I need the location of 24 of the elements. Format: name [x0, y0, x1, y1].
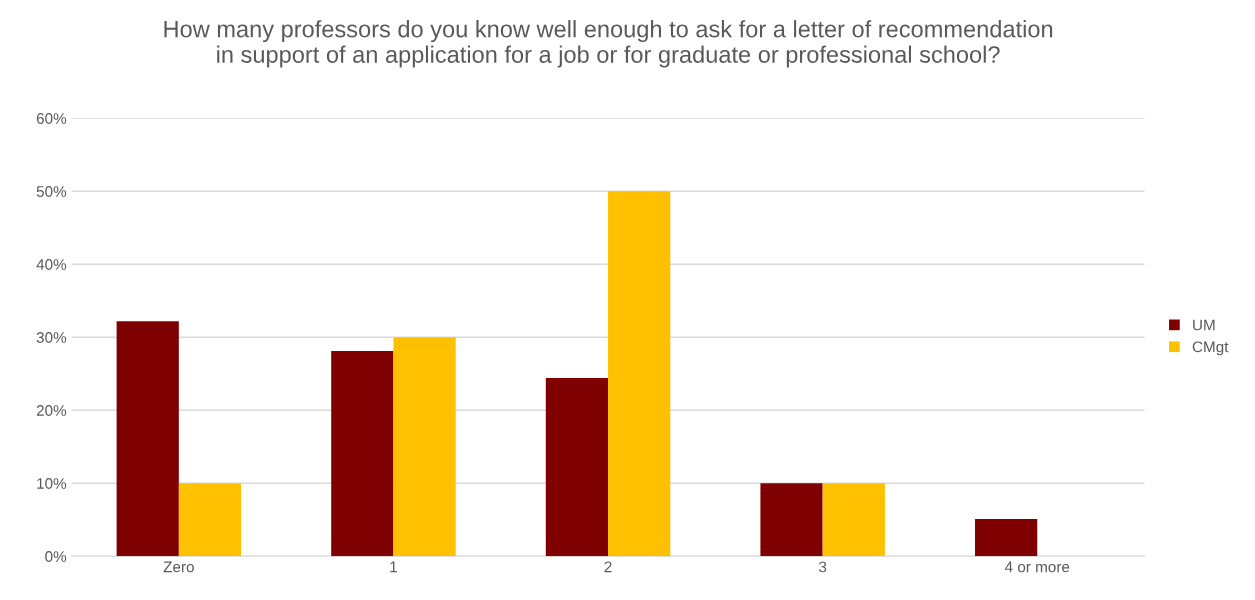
y-tick-label: 40%: [36, 259, 67, 270]
bar: [331, 351, 394, 557]
bar: [545, 378, 609, 557]
bar: [178, 483, 242, 557]
y-tick-label: 10%: [37, 478, 67, 489]
bar: [608, 191, 671, 557]
y-tick-label: 0%: [45, 551, 67, 562]
bar: [975, 518, 1038, 557]
x-tick-label: 1: [390, 561, 397, 573]
y-tick-label: 30%: [36, 332, 67, 343]
bar: [116, 321, 179, 557]
x-tick-label: 2: [604, 561, 612, 573]
y-tick-label: 20%: [36, 405, 67, 416]
chart-title: How many professors do you know well enough to ask for a letter of recommendation in support of an application for a job or for graduate or professional school?: [164, 20, 1053, 68]
legend-label: CMgt: [1192, 341, 1229, 356]
y-tick-label: 60%: [36, 113, 67, 124]
bar: [393, 337, 456, 557]
y-tick-label: 50%: [36, 186, 67, 197]
bar: [822, 483, 885, 557]
legend-label: UM: [1193, 319, 1215, 331]
x-tick-label: 4 or more: [1004, 561, 1070, 573]
bar: [760, 483, 823, 557]
x-tick-label: 3: [818, 561, 827, 573]
x-tick-label: Zero: [163, 561, 194, 573]
